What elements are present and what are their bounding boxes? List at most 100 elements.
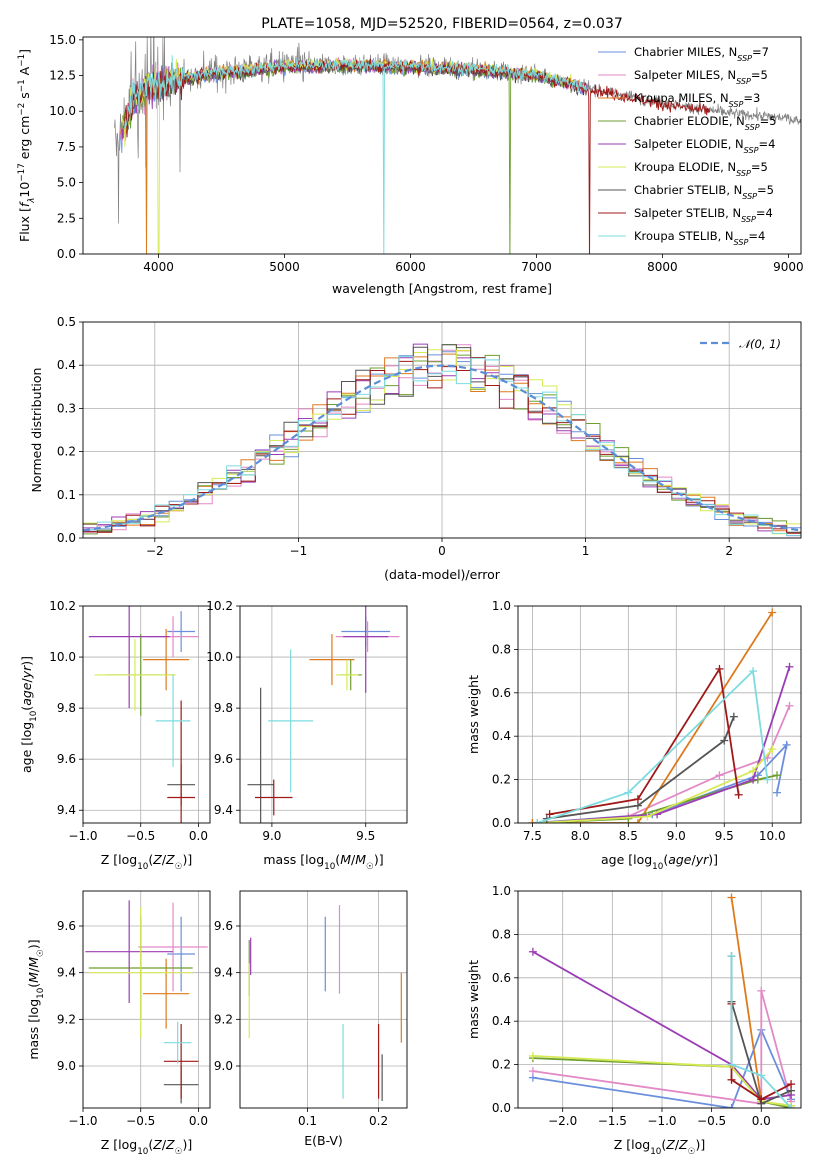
plot-area: [83, 891, 210, 1108]
errorbar-salpeter-elodie: [343, 606, 389, 693]
axes-frame: [517, 605, 802, 824]
weight-line-salpeter-miles: [532, 990, 792, 1105]
y-tick-label: 0.6: [492, 686, 511, 700]
label-part: Z: [165, 1137, 175, 1152]
errorbar-salpeter-stelib: [167, 700, 195, 823]
label-part: Z: [665, 1137, 675, 1152]
errorbar-chabrier-stelib: [247, 687, 274, 823]
x-tick-label: −0.5: [126, 829, 155, 843]
label-part: ☉: [366, 862, 374, 872]
y-tick-label: 0.2: [492, 773, 511, 787]
label-part: 10: [137, 862, 148, 872]
legend-entry: Kroupa MILES, NSSP=3: [634, 91, 760, 109]
y-axis-label: age [log10(age/yr)]: [19, 656, 39, 773]
legend-label: Salpeter ELODIE, N: [634, 137, 744, 151]
plot-area: [240, 891, 407, 1108]
weight-point: [729, 712, 738, 721]
label-part: −2: [17, 103, 27, 116]
label-part: /: [675, 1137, 680, 1152]
x-tick-label: 7000: [521, 260, 552, 274]
legend-count: =5: [757, 183, 774, 197]
label-part: Z [log: [614, 1137, 650, 1152]
label-part: erg cm: [17, 116, 32, 164]
label-part: )]: [374, 852, 384, 867]
legend-label: Kroupa MILES, N: [634, 91, 729, 105]
y-tick-label: 1.0: [492, 599, 511, 613]
weight-point: [715, 771, 724, 780]
label-part: Flux [: [17, 207, 32, 242]
weight-point: [624, 788, 633, 797]
weight-point: [749, 766, 758, 775]
plot-area: [518, 606, 801, 823]
errorbar-kroupa-miles: [143, 958, 190, 1029]
label-part: 10: [652, 862, 663, 872]
weight-point: [533, 819, 542, 823]
label-part: )]: [182, 1137, 192, 1152]
label-part: Z: [678, 1137, 688, 1152]
weight-point: [545, 810, 554, 819]
y-tick-label: 9.6: [57, 752, 76, 766]
y-tick-label: 9.2: [57, 1012, 76, 1026]
label-part: −1: [17, 79, 27, 92]
weight-point: [773, 788, 782, 797]
errorbar-kroupa-stelib: [163, 1021, 192, 1064]
weight-line-chabrier-stelib: [546, 716, 735, 820]
legend-label: Chabrier STELIB, N: [634, 183, 742, 197]
errorbar-kroupa-elodie: [94, 639, 176, 711]
y-tick-label: 0.2: [57, 445, 76, 459]
x-tick-label: 9000: [773, 260, 804, 274]
x-tick-label: −0.5: [126, 1114, 155, 1128]
axes-frame: [239, 890, 408, 1109]
legend-count: =5: [751, 68, 768, 82]
legend-count: =5: [751, 160, 768, 174]
x-tick-label: 9.0: [262, 829, 281, 843]
label-part: )]: [708, 852, 718, 867]
label-part: M: [340, 852, 351, 867]
legend-label: Salpeter STELIB, N: [634, 206, 741, 220]
errorbar-salpeter-stelib: [163, 1024, 199, 1099]
label-part: s: [17, 92, 32, 103]
errorbar-kroupa-stelib: [268, 649, 314, 793]
plot-area: [114, 37, 801, 254]
label-part: (: [26, 983, 41, 988]
weight-point: [787, 1104, 796, 1108]
axes-frame: [82, 36, 802, 255]
label-part: age [log: [601, 852, 652, 867]
weight-line-kroupa-stelib: [730, 956, 792, 1108]
chart-title: PLATE=1058, MJD=52520, FIBERID=0564, z=0…: [261, 16, 623, 32]
label-part: /: [351, 852, 356, 867]
legend-count: =3: [743, 91, 760, 105]
weight-point: [727, 893, 736, 902]
label-part: 10: [650, 1147, 661, 1157]
label-part: 10: [137, 1147, 148, 1157]
y-tick-label: 10.0: [206, 650, 233, 664]
y-tick-label: 0.4: [492, 729, 511, 743]
weight-point: [727, 1104, 736, 1108]
weight-point: [749, 775, 758, 784]
axes-frame: [517, 890, 802, 1109]
label-part: )]: [182, 852, 192, 867]
label-part: )]: [19, 656, 34, 666]
y-tick-label: 9.2: [214, 1012, 233, 1026]
y-tick-label: 10.2: [49, 599, 76, 613]
legend-entry: Salpeter MILES, NSSP=5: [634, 68, 768, 86]
weight-point: [727, 952, 736, 961]
x-tick-label: 9.0: [667, 829, 686, 843]
label-part: (: [663, 852, 668, 867]
x-tick-label: 0: [438, 544, 446, 558]
errorbar-kroupa-elodie: [335, 659, 359, 691]
y-tick-label: 9.4: [214, 966, 233, 980]
legend-subscript: SSP: [729, 100, 744, 109]
y-tick-label: 0.1: [57, 488, 76, 502]
label-part: Z: [165, 852, 175, 867]
y-tick-label: 0.6: [492, 971, 511, 985]
legend-label: Chabrier ELODIE, N: [634, 114, 745, 128]
label-part: Z [log: [101, 852, 137, 867]
label-part: (: [335, 852, 340, 867]
weight-point: [727, 1075, 736, 1084]
label-part: Z [log: [101, 1137, 137, 1152]
label-part: (: [19, 706, 34, 711]
errorbar-chabrier-miles: [167, 611, 195, 652]
